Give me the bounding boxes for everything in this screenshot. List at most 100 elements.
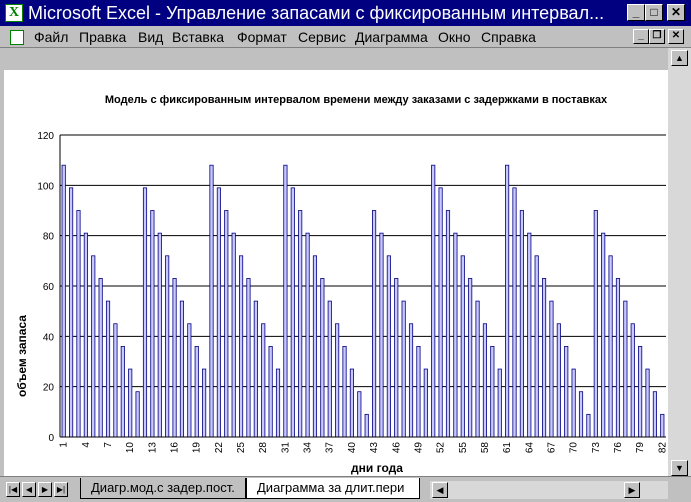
x-tick-label: 7 [103, 442, 114, 448]
prev-sheet-button[interactable]: ◀ [22, 482, 36, 497]
bar-day-21 [209, 164, 214, 438]
bar-day-62 [512, 187, 517, 438]
bar-day-25 [238, 255, 244, 438]
menu-help[interactable]: Справка [481, 29, 536, 45]
bar-day-41 [357, 391, 362, 438]
bar-day-64 [527, 232, 532, 438]
bar-day-47 [401, 300, 406, 438]
bar-day-33 [298, 210, 303, 438]
bar-day-67 [549, 300, 554, 438]
bar-day-49 [416, 345, 421, 438]
x-tick-label: 67 [546, 442, 557, 454]
bar-day-29 [268, 345, 273, 438]
bar-day-7 [105, 300, 111, 438]
scroll-down-button[interactable]: ▼ [671, 460, 688, 476]
y-tick-label: 60 [43, 282, 55, 293]
next-sheet-button[interactable]: ▶ [38, 482, 52, 497]
bar-day-70 [571, 368, 576, 438]
doc-restore-button[interactable]: ❐ [649, 29, 665, 44]
bar-day-45 [386, 255, 391, 438]
bars [61, 164, 665, 438]
menu-insert[interactable]: Вставка [172, 29, 225, 45]
menu-tools[interactable]: Сервис [298, 29, 346, 45]
scroll-right-button[interactable]: ▶ [624, 482, 640, 498]
bar-day-58 [482, 323, 488, 438]
x-tick-label: 58 [480, 442, 491, 454]
bar-day-32 [290, 187, 295, 438]
y-tick-label: 0 [48, 433, 54, 444]
x-tick-label: 28 [258, 442, 269, 454]
x-tick-label: 76 [613, 442, 624, 454]
bar-day-23 [224, 210, 229, 438]
bar-day-56 [468, 278, 473, 438]
x-tick-label: 10 [125, 442, 136, 454]
horizontal-scrollbar[interactable]: ◀ ▶ [430, 481, 668, 499]
bar-day-82 [660, 413, 665, 438]
bar-day-72 [586, 413, 591, 438]
bar-day-42 [364, 413, 369, 438]
bar-day-12 [142, 187, 148, 438]
bar-day-30 [275, 368, 281, 438]
x-tick-label: 1 [59, 442, 70, 448]
workbook-icon[interactable] [10, 30, 24, 45]
bar-day-26 [246, 278, 251, 438]
bar-day-4 [83, 232, 88, 438]
scroll-left-button[interactable]: ◀ [432, 482, 448, 498]
vertical-scrollbar[interactable]: ▲ ▼ [668, 48, 691, 478]
x-tick-label: 82 [657, 442, 668, 454]
x-tick-label: 61 [502, 442, 513, 454]
bar-day-6 [98, 278, 103, 438]
doc-close-button[interactable]: ✕ [668, 29, 684, 44]
last-sheet-button[interactable]: ▶| [54, 482, 68, 497]
bar-day-16 [172, 278, 177, 438]
title-bar: X Microsoft Excel - Управление запасами … [0, 0, 691, 26]
x-tick-label: 4 [81, 442, 92, 448]
excel-app-icon[interactable]: X [5, 4, 23, 22]
x-tick-label: 40 [347, 442, 358, 454]
menu-edit[interactable]: Правка [79, 29, 127, 45]
bar-day-54 [453, 232, 458, 438]
bar-day-74 [601, 232, 606, 438]
bar-day-81 [652, 391, 657, 438]
bar-day-78 [630, 323, 635, 438]
bar-day-8 [113, 323, 118, 438]
bar-day-20 [202, 368, 207, 438]
bar-day-63 [519, 210, 524, 438]
bar-day-73 [593, 210, 598, 438]
bar-day-44 [379, 232, 384, 438]
doc-minimize-button[interactable]: _ [633, 29, 649, 44]
menu-window[interactable]: Окно [438, 29, 471, 45]
bar-day-18 [187, 323, 192, 438]
x-tick-label: 70 [569, 442, 580, 454]
bar-day-11 [135, 391, 140, 438]
menu-file[interactable]: Файл [34, 29, 69, 45]
menu-view[interactable]: Вид [138, 29, 164, 45]
bar-day-27 [253, 300, 258, 438]
bar-day-57 [475, 300, 480, 438]
bar-day-55 [460, 255, 465, 438]
x-tick-label: 64 [524, 442, 535, 454]
menu-chart[interactable]: Диаграмма [355, 29, 428, 45]
close-button[interactable]: ✕ [667, 4, 685, 21]
x-tick-label: 16 [170, 442, 181, 454]
bar-day-77 [623, 300, 628, 438]
minimize-button[interactable]: _ [627, 4, 645, 21]
chart-sheet[interactable]: Модель с фиксированным интервалом времен… [4, 70, 668, 476]
bar-day-13 [150, 210, 155, 438]
scroll-up-button[interactable]: ▲ [671, 50, 688, 66]
bar-day-24 [231, 232, 236, 438]
x-tick-label: 37 [325, 442, 336, 454]
first-sheet-button[interactable]: |◀ [6, 482, 20, 497]
bar-day-59 [490, 345, 495, 438]
x-tick-label: 34 [303, 442, 314, 454]
maximize-button[interactable]: □ [645, 4, 663, 21]
sheet-tab-1[interactable]: Диаграмма за длит.пери [246, 478, 420, 499]
bar-day-69 [564, 345, 569, 438]
bar-day-28 [261, 323, 266, 438]
menu-format[interactable]: Формат [237, 29, 287, 45]
x-tick-label: 22 [214, 442, 225, 454]
sheet-tab-0[interactable]: Диагр.мод.с задер.пост. [80, 478, 246, 499]
bar-day-66 [542, 278, 547, 438]
y-tick-label: 40 [43, 332, 55, 343]
x-tick-label: 49 [413, 442, 424, 454]
